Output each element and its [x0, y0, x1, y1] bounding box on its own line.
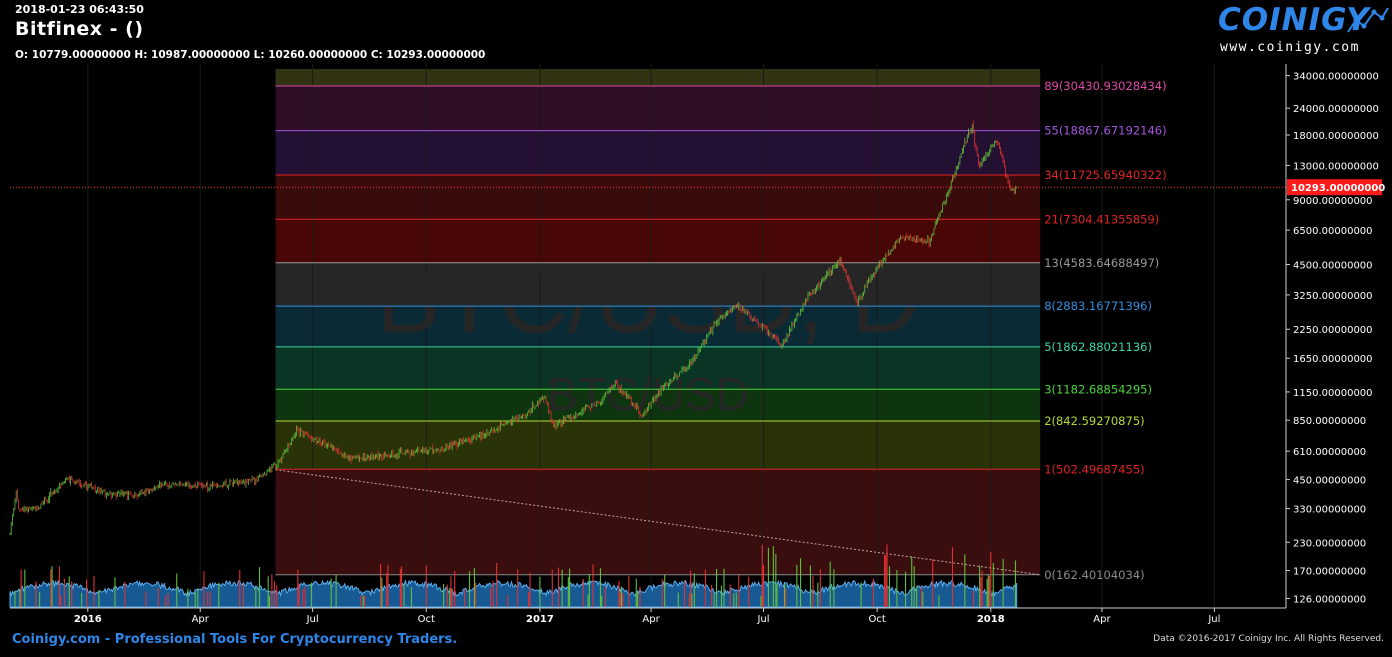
- x-tick-label: Apr: [192, 614, 210, 625]
- candle-series: [9, 120, 1018, 535]
- fib-level-label: 0(162.40104034): [1044, 568, 1144, 582]
- fib-band: [275, 175, 1041, 220]
- fib-level-lines: 0(162.40104034) 1(502.49687455) 2(842.5927…: [275, 79, 1167, 582]
- x-tick-label: Apr: [642, 614, 660, 625]
- y-tick-label: 3250.00000000: [1293, 291, 1373, 302]
- footer-copyright: Data ©2016-2017 Coinigy Inc. All Rights …: [1153, 634, 1384, 644]
- fib-level-label: 3(1182.68854295): [1044, 382, 1152, 396]
- fib-trend-line: [275, 469, 1041, 576]
- x-tick-label: Oct: [418, 614, 435, 625]
- fib-level-label: 55(18867.67192146): [1044, 124, 1166, 138]
- fib-band: [275, 68, 1041, 86]
- coinigy-logo[interactable]: COINIGY www.coinigy.com: [1218, 2, 1389, 60]
- fib-level-label: 21(7304.41355859): [1044, 212, 1159, 226]
- volume-series: [9, 544, 1018, 608]
- y-tick-label: 34000.00000000: [1293, 72, 1379, 83]
- y-tick-label: 1150.00000000: [1293, 388, 1373, 399]
- logo-url: www.coinigy.com: [1220, 40, 1360, 55]
- x-tick-label: Jul: [1207, 614, 1220, 625]
- y-tick-label: 1650.00000000: [1293, 354, 1373, 365]
- y-tick-label: 170.00000000: [1293, 566, 1366, 577]
- chart-datetime: 2018-01-23 06:43:50: [15, 3, 144, 16]
- y-tick-label: 850.00000000: [1293, 416, 1366, 427]
- y-tick-label: 6500.00000000: [1293, 226, 1373, 237]
- x-tick-label: 2017: [526, 614, 554, 625]
- y-tick-label: 18000.00000000: [1293, 131, 1379, 142]
- ohlc-readout: O: 10779.00000000 H: 10987.00000000 L: 1…: [15, 49, 486, 61]
- fib-band: [275, 262, 1041, 307]
- fib-band: [275, 346, 1041, 390]
- fib-level-label: 89(30430.93028434): [1044, 79, 1166, 93]
- logo-text: COINIGY: [1218, 2, 1370, 38]
- fib-level-label: 5(1862.88021136): [1044, 340, 1152, 354]
- fib-level-label: 34(11725.65940322): [1044, 168, 1166, 182]
- y-tick-label: 2250.00000000: [1293, 325, 1373, 336]
- fib-level-label: 13(4583.64688497): [1044, 256, 1159, 270]
- x-tick-label: 2016: [74, 614, 102, 625]
- x-tick-label: Oct: [868, 614, 885, 625]
- x-tick-label: 2018: [977, 614, 1005, 625]
- y-tick-label: 126.00000000: [1293, 594, 1366, 605]
- fib-band: [275, 389, 1041, 421]
- fib-level-label: 1(502.49687455): [1044, 462, 1144, 476]
- y-tick-label: 230.00000000: [1293, 538, 1366, 549]
- fib-bands: [275, 68, 1041, 575]
- chart-axes: 34000.00000000 24000.00000000 18000.000000…: [10, 64, 1379, 625]
- y-tick-label: 450.00000000: [1293, 476, 1366, 487]
- x-tick-label: Apr: [1093, 614, 1111, 625]
- chart-grid: [87, 64, 1215, 607]
- footer-tagline[interactable]: Coinigy.com - Professional Tools For Cry…: [12, 632, 458, 647]
- chart-title: Bitfinex - (): [15, 18, 144, 40]
- y-tick-label: 13000.00000000: [1293, 161, 1379, 172]
- volume-area: [9, 579, 1018, 608]
- x-tick-label: Jul: [756, 614, 769, 625]
- x-tick-label: Jul: [306, 614, 319, 625]
- watermark-sub: BTC/USD: [547, 368, 749, 420]
- last-price-marker: [1287, 179, 1382, 196]
- fib-band: [275, 306, 1041, 347]
- logo-chart-icon: [1347, 7, 1389, 33]
- fib-band: [275, 85, 1041, 131]
- y-tick-label: 24000.00000000: [1293, 104, 1379, 115]
- watermark-main: BTC/USD, D: [376, 246, 920, 353]
- y-tick-label: 610.00000000: [1293, 447, 1366, 458]
- y-tick-label: 4500.00000000: [1293, 260, 1373, 271]
- fib-level-label: 8(2883.16771396): [1044, 299, 1152, 313]
- y-tick-label: 9000.00000000: [1293, 196, 1373, 207]
- last-price-line: 10293.00000000: [10, 179, 1385, 196]
- fib-band: [275, 420, 1041, 470]
- y-tick-label: 330.00000000: [1293, 505, 1366, 516]
- fib-level-label: 2(842.59270875): [1044, 414, 1144, 428]
- chart-watermark: BTC/USD, D BTC/USD: [376, 246, 920, 420]
- fib-trend-line: [275, 469, 1041, 576]
- last-price-label: 10293.00000000: [1291, 183, 1385, 194]
- fib-band: [275, 130, 1041, 176]
